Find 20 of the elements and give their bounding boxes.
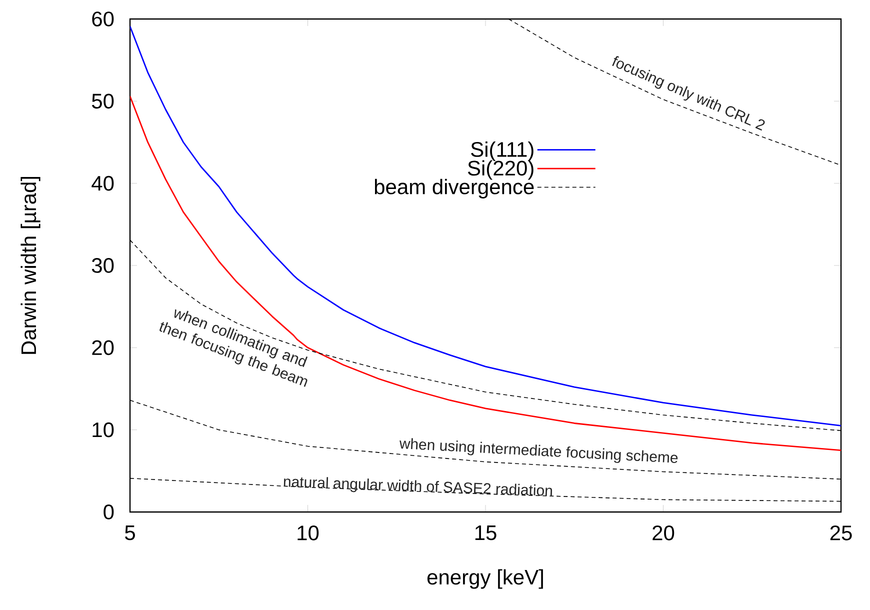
y-tick-label: 0: [104, 504, 114, 520]
y-tick-label: 10: [92, 422, 114, 438]
annotation: natural angular width of SASE2 radiation: [284, 477, 552, 496]
legend-label: Si(111): [471, 141, 534, 162]
y-axis-title: Darwin width [µrad]: [20, 176, 40, 354]
y-tick-label: 40: [92, 176, 114, 191]
x-tick-label: 25: [830, 526, 852, 540]
legend-label: beam divergence: [374, 178, 534, 198]
y-tick-label: 50: [92, 94, 114, 109]
x-axis-title: energy [keV]: [427, 569, 543, 589]
y-tick-label: 20: [92, 340, 114, 356]
x-tick-label: 20: [652, 526, 674, 540]
x-tick-label: 10: [298, 526, 319, 540]
legend-label: Si(220): [468, 160, 534, 180]
annotation: when using intermediate focusing scheme: [400, 438, 678, 463]
line-series: [130, 26, 842, 426]
x-tick-label: 15: [475, 526, 496, 540]
y-tick-label: 60: [92, 12, 114, 26]
x-tick-label: 5: [125, 526, 135, 540]
y-tick-label: 30: [92, 258, 114, 273]
